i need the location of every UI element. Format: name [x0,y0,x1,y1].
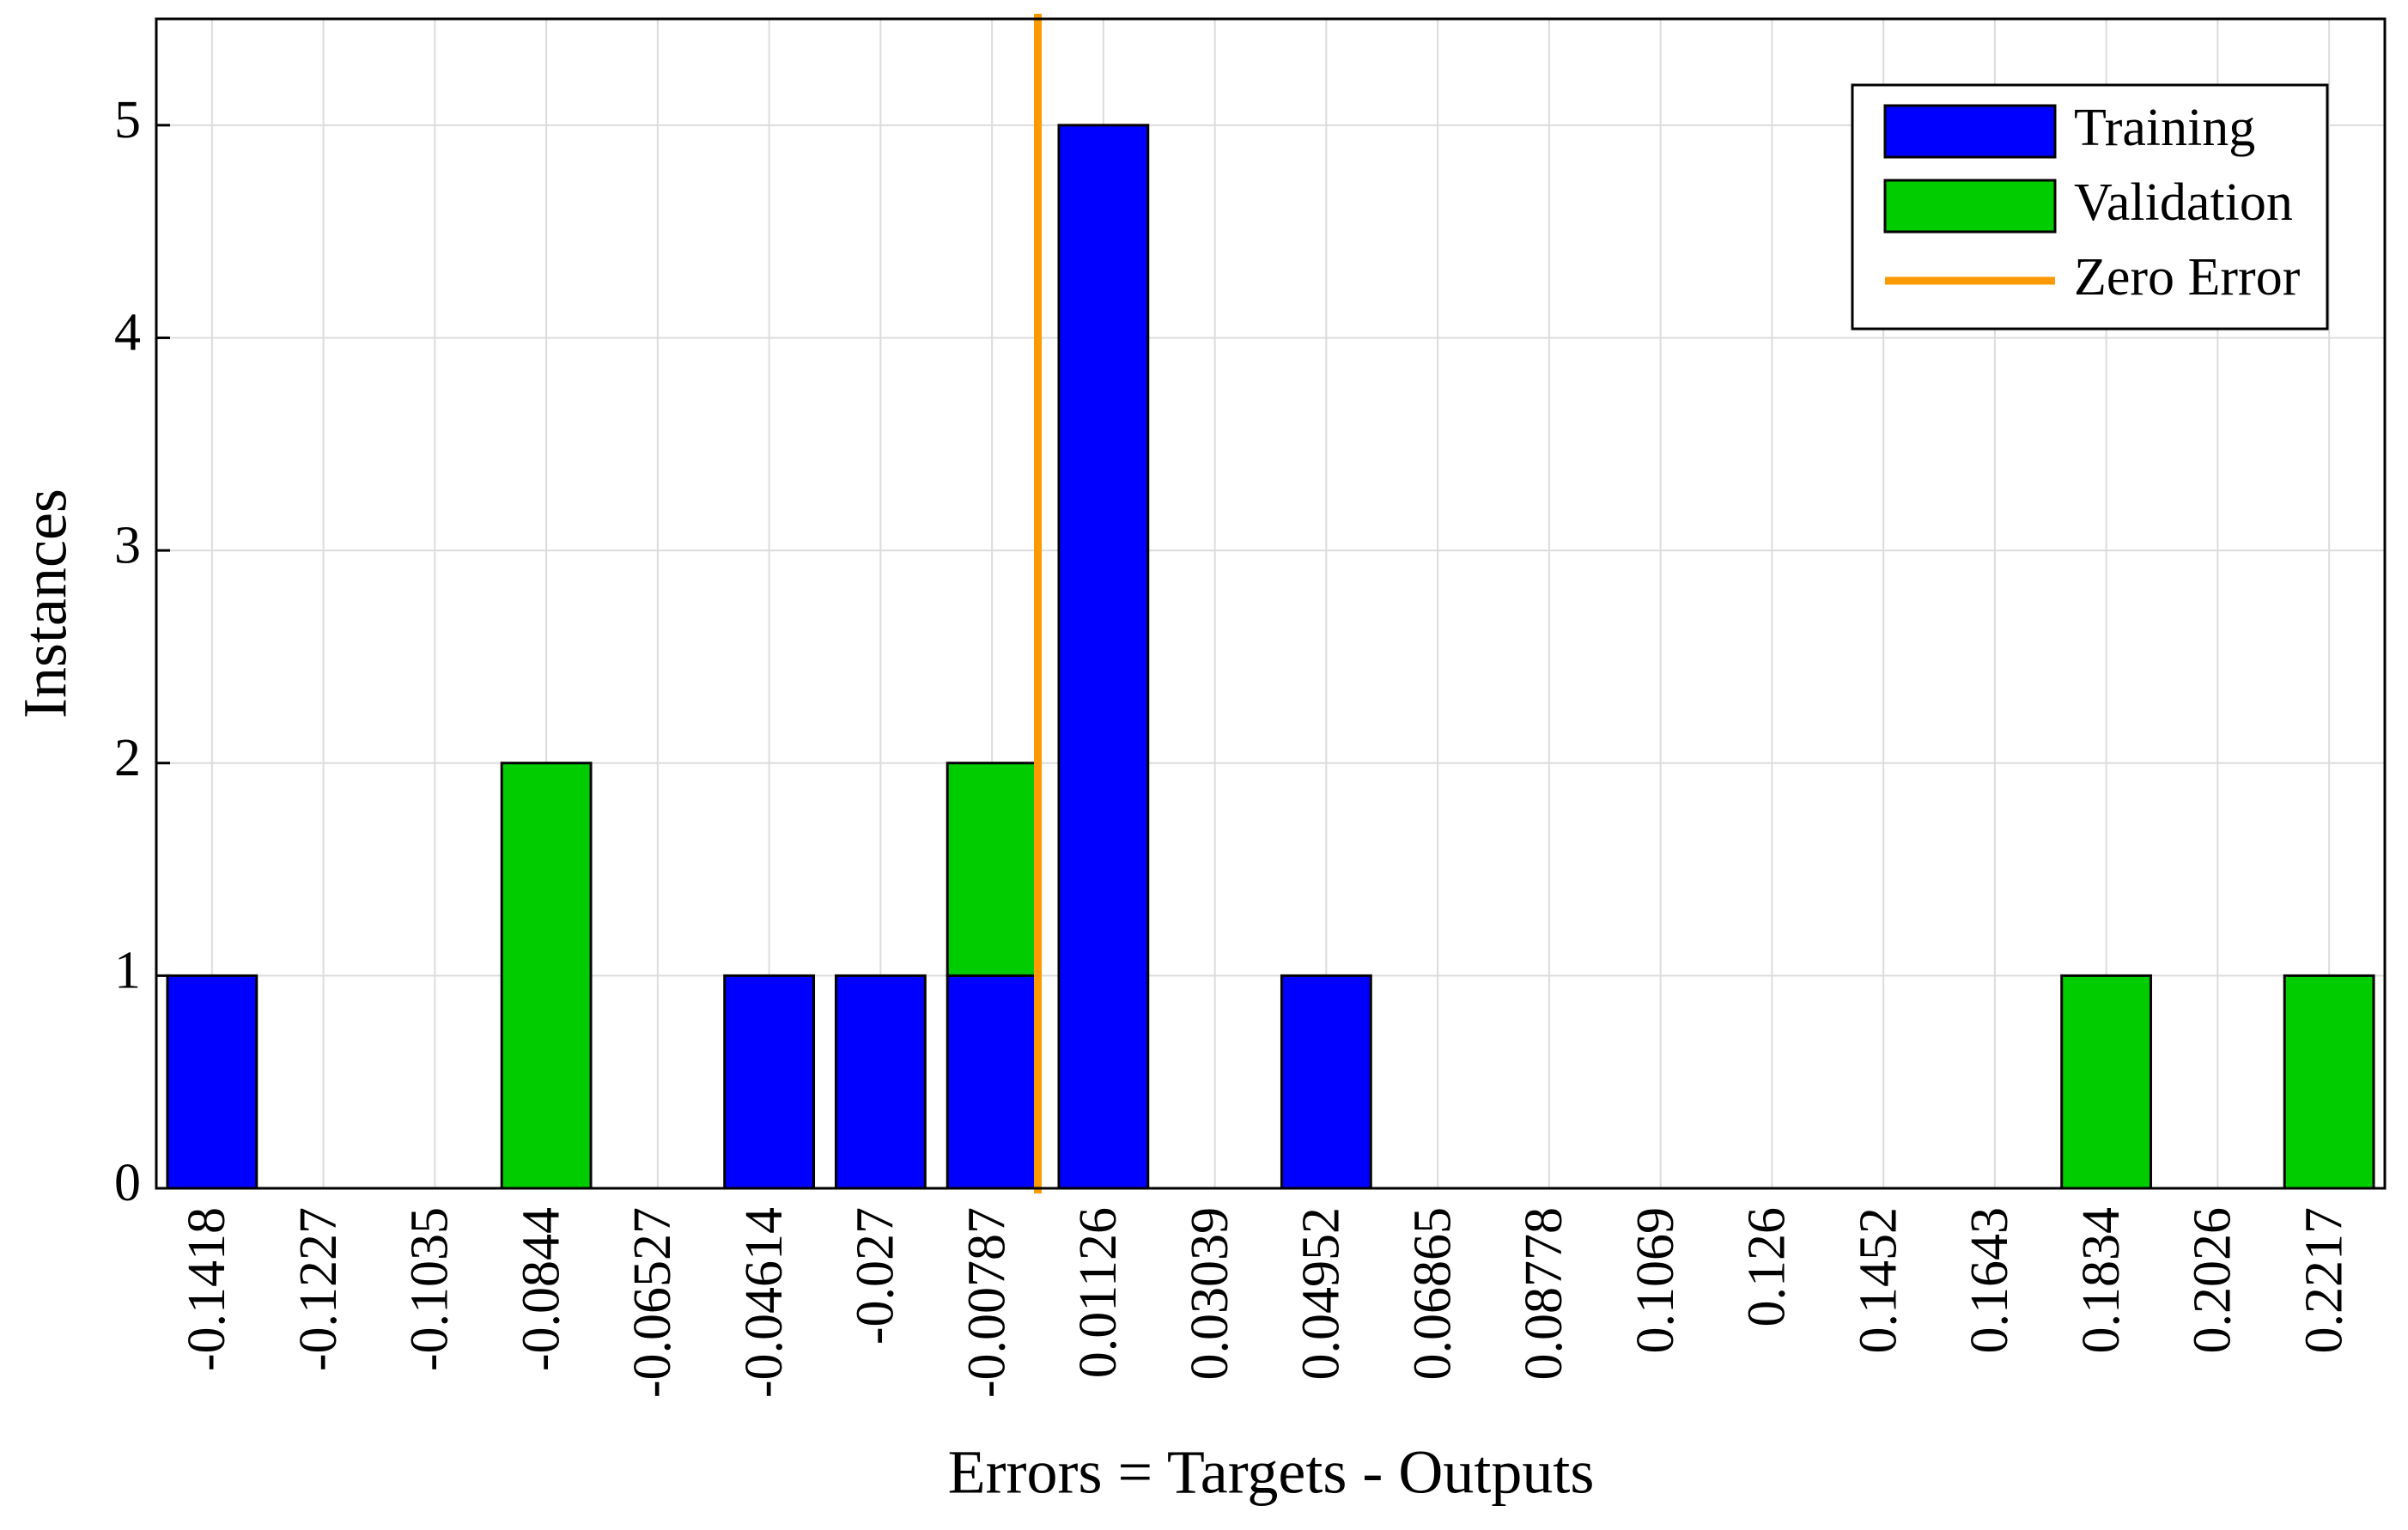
x-tick-label: 0.04952 [1292,1207,1351,1381]
x-tick-label: -0.00787 [958,1207,1016,1398]
x-tick-label: -0.1418 [178,1207,236,1371]
y-tick-label: 4 [114,304,141,362]
x-tick-label: -0.027 [847,1207,905,1345]
legend-label: Validation [2074,173,2293,232]
bar [2283,974,2375,1190]
y-tick-label: 5 [114,91,141,149]
x-tick-label: 0.08778 [1515,1207,1573,1381]
legend-label: Zero Error [2074,248,2301,307]
bar [946,762,1038,977]
x-tick-label: 0.01126 [1069,1207,1128,1378]
bar [1280,974,1372,1190]
bar [1057,124,1150,1190]
bar [500,762,593,1190]
y-tick-label: 0 [114,1154,141,1212]
y-axis-label: Instances [11,489,80,719]
x-tick-label: -0.06527 [623,1207,682,1398]
bar [834,974,927,1190]
y-tick-label: 2 [114,729,141,787]
x-tick-label: 0.03039 [1181,1207,1239,1381]
y-tick-label: 1 [114,942,141,1000]
bar [723,974,816,1190]
x-tick-label: 0.2217 [2295,1207,2353,1354]
x-axis-label: Errors = Targets - Outputs [948,1438,1595,1507]
x-tick-label: 0.1834 [2072,1207,2131,1354]
legend-label: Training [2074,99,2255,157]
x-tick-label: 0.1069 [1627,1207,1685,1354]
x-tick-label: -0.1035 [401,1207,459,1371]
x-tick-label: 0.126 [1738,1207,1797,1327]
y-tick-label: 3 [114,516,141,574]
x-tick-label: -0.0844 [512,1207,570,1371]
legend-swatch [1883,104,2057,159]
bar [166,974,258,1190]
x-tick-label: 0.2026 [2184,1207,2242,1354]
x-tick-label: -0.1227 [289,1207,348,1371]
x-tick-label: 0.1643 [1961,1207,2019,1354]
bar [946,974,1038,1190]
axes-box [155,17,2387,1190]
legend-swatch [1883,179,2057,234]
bar [2060,974,2153,1190]
x-tick-label: 0.1452 [1849,1207,1907,1354]
x-tick-label: 0.06865 [1403,1207,1462,1381]
x-tick-label: -0.04614 [735,1207,794,1398]
